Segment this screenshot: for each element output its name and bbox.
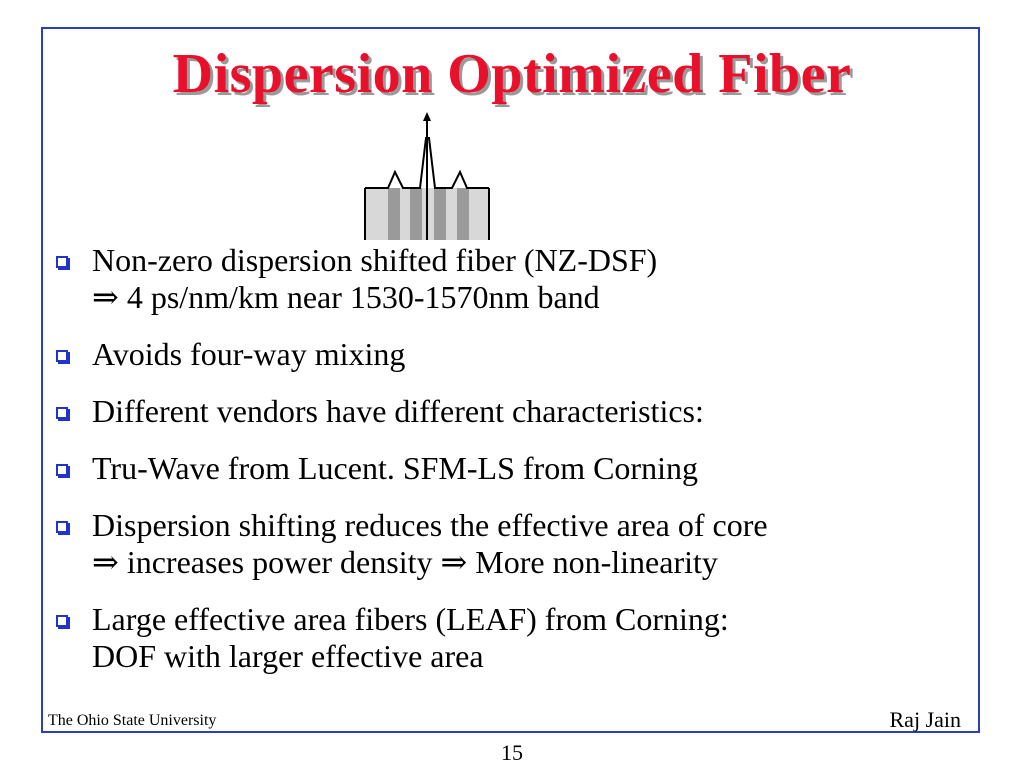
bullet-text: Avoids four-way mixing xyxy=(92,336,406,372)
bullet-list: Non-zero dispersion shifted fiber (NZ-DS… xyxy=(52,242,952,695)
hollow-square-bullet-icon xyxy=(56,615,68,627)
footer-institution: The Ohio State University xyxy=(48,712,217,729)
bullet-text: ⇒ 4 ps/nm/km near 1530-1570nm band xyxy=(92,279,600,315)
hollow-square-bullet-icon xyxy=(56,464,68,476)
fiber-index-profile-icon xyxy=(364,112,490,240)
bullet-text: DOF with larger effective area xyxy=(92,638,484,674)
hollow-square-bullet-icon xyxy=(56,350,68,362)
bullet-text: ⇒ increases power density ⇒ More non-lin… xyxy=(92,544,718,580)
bullet-item: Large effective area fibers (LEAF) from … xyxy=(52,601,952,675)
hollow-square-bullet-icon xyxy=(56,521,68,533)
slide-title: Dispersion Optimized Fiber xyxy=(172,43,852,105)
footer-author: Raj Jain xyxy=(889,707,962,732)
slide-frame xyxy=(41,27,980,733)
bullet-text: Large effective area fibers (LEAF) from … xyxy=(92,601,729,637)
bullet-item: Dispersion shifting reduces the effectiv… xyxy=(52,507,952,581)
hollow-square-bullet-icon xyxy=(56,407,68,419)
bullet-text: Dispersion shifting reduces the effectiv… xyxy=(92,507,768,543)
bullet-item: Non-zero dispersion shifted fiber (NZ-DS… xyxy=(52,242,952,316)
bullet-text: Non-zero dispersion shifted fiber (NZ-DS… xyxy=(92,242,658,278)
bullet-item: Tru-Wave from Lucent. SFM-LS from Cornin… xyxy=(52,450,952,487)
hollow-square-bullet-icon xyxy=(56,256,68,268)
bullet-item: Different vendors have different charact… xyxy=(52,393,952,430)
bullet-item: Avoids four-way mixing xyxy=(52,336,952,373)
page-number: 15 xyxy=(501,740,523,765)
bullet-text: Different vendors have different charact… xyxy=(92,393,704,429)
bullet-text: Tru-Wave from Lucent. SFM-LS from Cornin… xyxy=(92,450,698,486)
